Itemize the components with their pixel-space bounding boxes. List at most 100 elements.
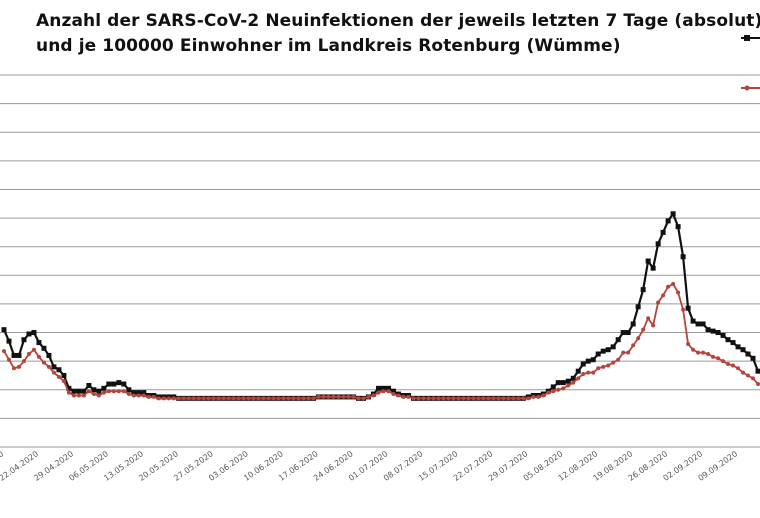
data-point (585, 358, 591, 364)
data-point (595, 351, 601, 357)
data-point (566, 383, 571, 388)
data-point (66, 385, 72, 391)
x-tick-label: 09.09.2020 (696, 449, 739, 483)
data-point (256, 396, 261, 401)
data-point (246, 396, 251, 401)
data-point (41, 360, 46, 365)
data-point (456, 396, 461, 401)
data-point (356, 396, 361, 401)
legend-item-2 (741, 85, 760, 91)
data-point (681, 307, 686, 312)
data-point (626, 350, 631, 355)
data-point (6, 338, 12, 344)
data-point (606, 363, 611, 368)
data-point (596, 366, 601, 371)
data-point (121, 389, 126, 394)
x-axis: 15.04.202022.04.202029.04.202006.05.2020… (0, 449, 739, 483)
data-point (546, 390, 551, 395)
data-point (390, 388, 396, 394)
data-point (156, 396, 161, 401)
data-point (56, 367, 62, 373)
data-point (516, 396, 521, 401)
data-point (691, 347, 696, 352)
data-point (1, 327, 7, 333)
data-point (720, 332, 726, 338)
data-point (701, 350, 706, 355)
data-point (91, 387, 97, 393)
data-point (21, 359, 26, 364)
data-point (111, 381, 117, 387)
data-point (641, 327, 646, 332)
data-point (376, 385, 382, 391)
data-point (201, 396, 206, 401)
data-point (226, 396, 231, 401)
legend (741, 35, 760, 91)
data-point (36, 340, 42, 346)
data-point (581, 372, 586, 377)
data-point (191, 396, 196, 401)
data-point (41, 345, 47, 351)
data-point (466, 396, 471, 401)
series-group (1, 211, 760, 401)
data-point (141, 393, 146, 398)
data-point (655, 241, 661, 247)
data-point (16, 352, 22, 358)
data-point (736, 366, 741, 371)
data-point (206, 396, 211, 401)
data-point (441, 396, 446, 401)
data-point (31, 347, 36, 352)
data-point (76, 388, 82, 394)
data-point (560, 380, 566, 386)
data-point (96, 388, 102, 394)
data-point (735, 344, 741, 350)
data-point (730, 340, 736, 346)
data-point (580, 361, 586, 367)
data-point (511, 396, 516, 401)
data-point (311, 396, 316, 401)
data-point (671, 281, 676, 286)
data-point (666, 284, 671, 289)
data-point (586, 370, 591, 375)
data-point (710, 328, 716, 334)
data-point (381, 389, 386, 394)
data-point (690, 318, 696, 324)
data-point (136, 390, 142, 396)
data-point (721, 359, 726, 364)
data-point (76, 393, 81, 398)
data-point (111, 389, 116, 394)
data-point (645, 258, 651, 264)
data-point (640, 287, 646, 293)
data-point (591, 370, 596, 375)
legend-marker (744, 85, 750, 91)
data-point (635, 304, 641, 310)
data-point (741, 370, 746, 375)
data-point (631, 343, 636, 348)
data-point (601, 364, 606, 369)
data-point (616, 357, 621, 362)
data-point (716, 356, 721, 361)
data-point (126, 387, 132, 393)
data-point (575, 368, 581, 374)
data-point (576, 376, 581, 381)
data-point (651, 323, 656, 328)
data-point (565, 378, 571, 384)
data-point (646, 316, 651, 321)
data-point (750, 355, 756, 361)
data-point (361, 396, 366, 401)
data-point (36, 354, 41, 359)
data-point (61, 379, 66, 384)
series-1-line (2, 211, 760, 400)
data-point (21, 337, 27, 343)
data-point (446, 396, 451, 401)
data-point (416, 396, 421, 401)
data-point (101, 385, 107, 391)
data-point (16, 364, 21, 369)
data-point (436, 396, 441, 401)
data-point (271, 396, 276, 401)
legend-marker (744, 35, 750, 41)
data-point (136, 393, 141, 398)
data-point (496, 396, 501, 401)
data-point (151, 394, 156, 399)
data-point (66, 390, 71, 395)
